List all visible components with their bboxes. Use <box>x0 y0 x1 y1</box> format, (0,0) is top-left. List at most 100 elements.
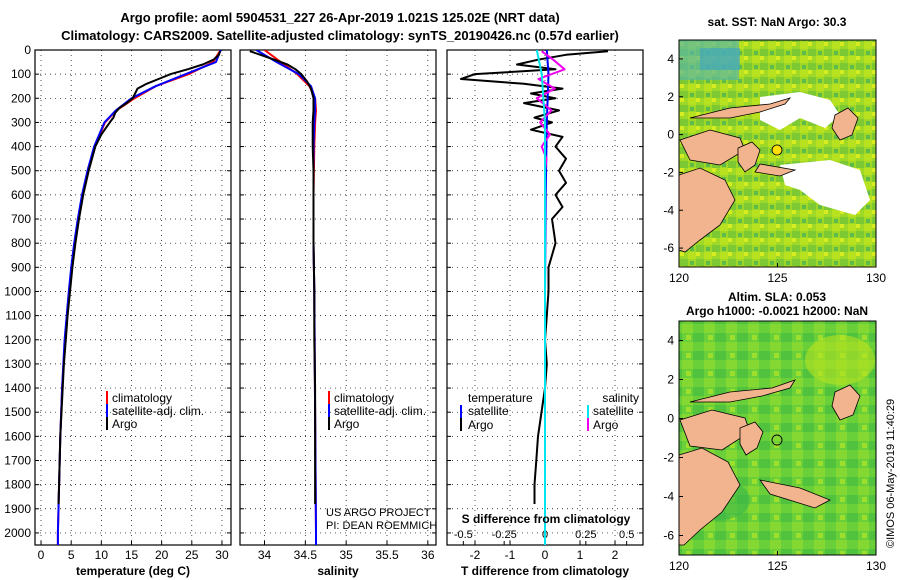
sst-land <box>831 107 859 141</box>
x-tick-label: -2 <box>470 548 481 562</box>
sla-land <box>679 447 741 546</box>
lat-tick-label: 2 <box>667 90 674 104</box>
s-tick-label: 0.25 <box>575 529 596 541</box>
x-tick-label: 30 <box>215 548 229 562</box>
lat-tick-label: 0 <box>667 128 674 142</box>
depth-tick-label: 700 <box>11 212 31 226</box>
depth-tick-label: 1500 <box>4 405 31 419</box>
lat-tick-label: 2 <box>667 373 674 387</box>
legend-climatology-label: climatology <box>334 391 394 405</box>
lat-tick-label: -6 <box>663 529 674 543</box>
sla-high-patch <box>805 335 875 385</box>
x-tick-label: 36 <box>421 548 435 562</box>
s-tick-label: -0.5 <box>454 529 473 541</box>
sst-land <box>737 141 761 173</box>
series-argo <box>249 50 317 504</box>
depth-tick-label: 1600 <box>4 429 31 443</box>
depth-tick-label: 1000 <box>4 284 31 298</box>
series-temperature-argo <box>460 50 609 504</box>
series-group <box>249 50 317 545</box>
depth-tick-label: 400 <box>11 140 31 154</box>
lat-tick-label: 4 <box>667 52 674 66</box>
lon-tick-label: 120 <box>669 271 689 285</box>
sla-map-ticks: 4 2 0 -2 -4 -6 120 125 130 <box>663 334 886 574</box>
lon-tick-label: 130 <box>866 271 886 285</box>
project-credit: US ARGO PROJECT <box>326 507 431 519</box>
argo-position-marker <box>771 144 783 156</box>
lat-tick-label: -6 <box>663 241 674 255</box>
x-tick-label: 20 <box>155 548 169 562</box>
lat-tick-label: -2 <box>663 451 674 465</box>
s-difference-title: S difference from climatology <box>462 512 631 526</box>
depth-tick-label: 800 <box>11 236 31 250</box>
sla-land <box>831 384 861 421</box>
depth-tick-label: 1100 <box>5 309 31 323</box>
depth-tick-label: 600 <box>11 188 31 202</box>
legend-climatology-label: climatology <box>112 391 172 405</box>
sst-map <box>679 40 876 267</box>
depth-tick-label: 900 <box>11 260 31 274</box>
sst-land <box>679 167 736 253</box>
sla-map <box>679 321 876 555</box>
series-group <box>460 50 609 545</box>
s-tick-label: -0.25 <box>492 529 517 541</box>
salinity-legend: climatology satellite-adj. clim. Argo <box>328 391 426 431</box>
depth-tick-label: 1400 <box>4 381 31 395</box>
imos-timestamp: ©IMOS 06-May-2019 11:40:29 <box>885 399 897 548</box>
argo-position-marker <box>771 434 783 446</box>
sla-land <box>739 421 764 456</box>
depth-tick-label: 1700 <box>4 453 31 467</box>
lon-tick-label: 120 <box>669 559 689 573</box>
x-tick-label: 2 <box>612 548 619 562</box>
legend-s-satellite-label: satellite <box>593 404 634 418</box>
depth-tick-label: 1800 <box>4 478 31 492</box>
legend-s-argo-label: Argo <box>593 418 619 432</box>
lon-tick-label: 125 <box>767 271 787 285</box>
sst-land <box>754 163 797 177</box>
figure-title-line2: Climatology: CARS2009. Satellite-adjuste… <box>61 28 619 43</box>
series-layer <box>56 50 609 545</box>
x-tick-label: 35.5 <box>375 548 399 562</box>
depth-tick-label: 0 <box>24 43 31 57</box>
salinity-panel <box>239 49 437 546</box>
depth-tick-label: 500 <box>11 164 31 178</box>
x-tick-label: 5 <box>68 548 75 562</box>
depth-tick-label: 1300 <box>4 357 31 371</box>
difference-legend: temperature satellite Argo salinity sate… <box>460 391 639 432</box>
depth-tick-label: 1200 <box>4 333 31 347</box>
legend-argo-label: Argo <box>334 417 360 431</box>
sla-map-title-line1: Altim. SLA: 0.053 <box>728 290 826 304</box>
lon-tick-label: 130 <box>866 559 886 573</box>
legend-t-satellite-label: satellite <box>468 404 509 418</box>
s-tick-label: 0.5 <box>619 529 634 541</box>
depth-tick-label: 2000 <box>4 526 31 540</box>
sst-map-title: sat. SST: NaN Argo: 30.3 <box>708 15 847 29</box>
x-tick-label: 0 <box>38 548 45 562</box>
lon-tick-label: 125 <box>767 559 787 573</box>
temperature-legend: climatology satellite-adj. clim. Argo <box>106 391 204 431</box>
x-tick-label: 34.5 <box>294 548 318 562</box>
series-argo <box>57 50 222 505</box>
depth-tick-label: 1900 <box>4 502 31 516</box>
x-tick-label: 25 <box>185 548 199 562</box>
sst-missing-area <box>780 160 870 215</box>
legend-satellite-label: satellite-adj. clim. <box>112 404 204 418</box>
lat-tick-label: -4 <box>663 203 674 217</box>
legend-temperature-title: temperature <box>468 391 533 405</box>
series-salinity-satellite <box>535 50 546 545</box>
sla-land <box>689 379 796 403</box>
x-tick-label: 35 <box>339 548 353 562</box>
difference-xlabel: T difference from climatology <box>461 564 629 578</box>
x-tick-label: 1 <box>577 548 584 562</box>
sst-map-ticks: 4 2 0 -2 -4 -6 120 125 130 <box>663 52 886 285</box>
x-tick-label: 34 <box>258 548 272 562</box>
depth-tick-label: 300 <box>11 115 31 129</box>
x-tick-label: -1 <box>505 548 516 562</box>
ticks-layer: 0100200300400500600700800900100011001200… <box>4 43 643 562</box>
series-group <box>56 50 222 545</box>
temperature-xlabel: temperature (deg C) <box>76 564 190 578</box>
sst-cool-patch <box>700 48 740 70</box>
x-tick-label: 10 <box>95 548 109 562</box>
figure-title-line1: Argo profile: aoml 5904531_227 26-Apr-20… <box>120 10 559 25</box>
